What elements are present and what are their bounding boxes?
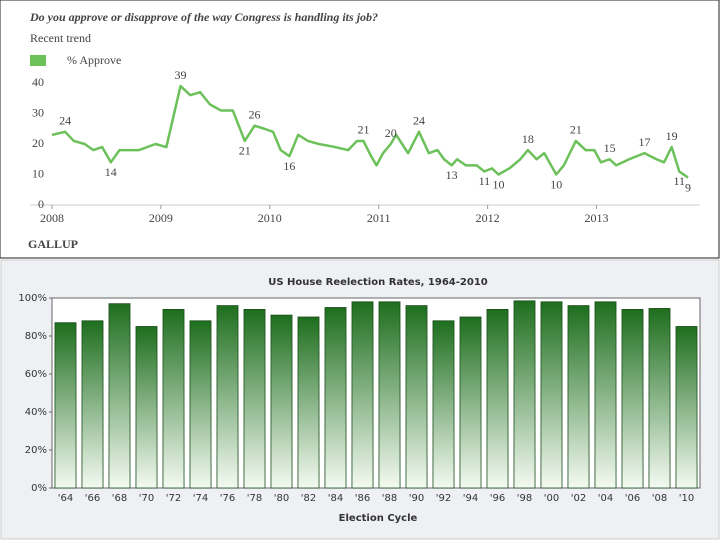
- y-tick-label: 0%: [31, 483, 47, 494]
- bar: [189, 320, 212, 489]
- bar: [594, 301, 617, 489]
- bar: [405, 305, 428, 489]
- data-label: 10: [493, 177, 505, 191]
- x-tick-label: '82: [301, 493, 316, 504]
- bar: [297, 316, 320, 489]
- x-tick-label: '66: [85, 493, 100, 504]
- bar: [324, 307, 347, 489]
- bar: [432, 320, 455, 489]
- top-panel: [0, 0, 720, 259]
- bar: [459, 316, 482, 489]
- x-tick-label: '64: [58, 493, 73, 504]
- bar: [378, 301, 401, 489]
- data-label: 20: [385, 126, 397, 140]
- data-label: 26: [249, 107, 261, 121]
- x-tick-label: '76: [220, 493, 235, 504]
- bar: [81, 320, 104, 489]
- y-tick-label: 30: [32, 105, 44, 119]
- bar: [675, 326, 698, 489]
- data-label: 21: [357, 123, 369, 137]
- data-label: 14: [105, 165, 117, 179]
- x-tick-label: '98: [517, 493, 532, 504]
- x-tick-label: 2013: [585, 211, 609, 225]
- data-label: 21: [570, 123, 582, 137]
- x-tick-label: '96: [490, 493, 505, 504]
- bar: [270, 314, 293, 489]
- bar: [135, 326, 158, 489]
- x-tick-label: '74: [193, 493, 208, 504]
- data-label: 39: [175, 68, 187, 82]
- bar: [567, 305, 590, 489]
- bar: [648, 308, 671, 489]
- x-tick-label: '88: [382, 493, 397, 504]
- data-label: 21: [239, 144, 251, 158]
- x-tick-label: '02: [571, 493, 586, 504]
- bar: [513, 300, 536, 489]
- chart-subtitle: Recent trend: [30, 31, 91, 45]
- legend-label: % Approve: [67, 53, 121, 67]
- x-tick-label: 2012: [476, 211, 500, 225]
- data-label: 17: [638, 135, 650, 149]
- y-tick-label: 80%: [25, 331, 47, 342]
- y-tick-label: 100%: [18, 293, 47, 304]
- data-label: 18: [522, 132, 534, 146]
- bar: [54, 322, 77, 489]
- data-label: 19: [666, 129, 678, 143]
- x-tick-label: '94: [463, 493, 478, 504]
- data-label: 11: [479, 174, 491, 188]
- chart-title: US House Reelection Rates, 1964-2010: [268, 277, 488, 288]
- x-tick-label: '68: [112, 493, 127, 504]
- x-tick-label: 2010: [258, 211, 282, 225]
- y-tick-label: 10: [32, 166, 44, 180]
- x-tick-label: '78: [247, 493, 262, 504]
- data-label: 11: [674, 174, 686, 188]
- bar: [540, 301, 563, 489]
- bar: [351, 301, 374, 489]
- y-tick-label: 60%: [25, 369, 47, 380]
- data-label: 13: [446, 168, 458, 182]
- chart-title: Do you approve or disapprove of the way …: [29, 10, 378, 24]
- x-tick-label: '86: [355, 493, 370, 504]
- x-tick-label: '06: [625, 493, 640, 504]
- y-tick-label: 0: [38, 197, 44, 211]
- y-tick-label: 20: [32, 136, 44, 150]
- bar: [108, 303, 131, 489]
- plot-area: [51, 297, 701, 489]
- line: [51, 84, 689, 179]
- y-tick-label: 40: [32, 75, 44, 89]
- bar: [621, 308, 644, 489]
- y-tick-label: 40%: [25, 407, 47, 418]
- data-label: 15: [604, 141, 616, 155]
- y-tick-label: 20%: [25, 445, 47, 456]
- data-label: 24: [59, 114, 71, 128]
- data-label: 10: [550, 177, 562, 191]
- bar: [162, 308, 185, 489]
- bar: [243, 308, 266, 489]
- data-label: 9: [685, 180, 691, 194]
- x-tick-label: '92: [436, 493, 451, 504]
- bar: [216, 305, 239, 489]
- x-axis-label: Election Cycle: [339, 513, 418, 524]
- x-tick-label: 2009: [149, 211, 173, 225]
- x-tick-label: '70: [139, 493, 154, 504]
- data-label: 16: [283, 159, 295, 173]
- legend-swatch: [30, 55, 46, 66]
- x-tick-label: 2011: [367, 211, 391, 225]
- source: GALLUP: [28, 237, 78, 251]
- x-tick-label: '90: [409, 493, 424, 504]
- x-tick-label: '04: [598, 493, 613, 504]
- x-tick-label: '00: [544, 493, 559, 504]
- x-tick-label: '72: [166, 493, 181, 504]
- x-tick-label: 2008: [40, 211, 64, 225]
- x-tick-label: '80: [274, 493, 289, 504]
- x-tick-label: '10: [679, 493, 694, 504]
- data-label: 24: [413, 114, 425, 128]
- bar: [486, 308, 509, 489]
- x-tick-label: '08: [652, 493, 667, 504]
- x-tick-label: '84: [328, 493, 343, 504]
